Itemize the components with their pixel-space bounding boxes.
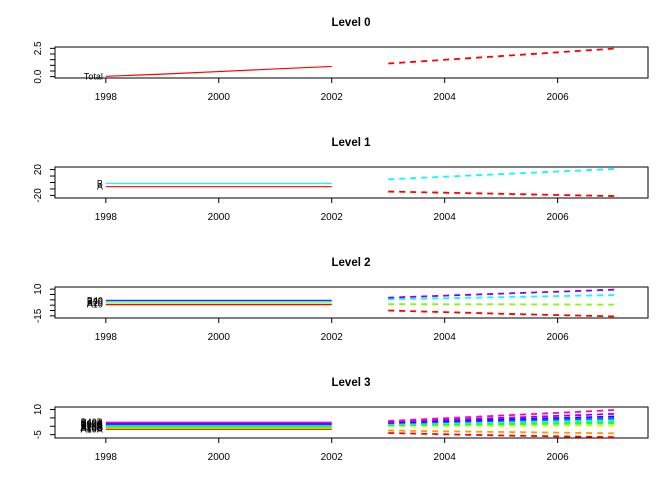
series-name-label: Total (84, 71, 103, 81)
x-tick-label: 2002 (321, 452, 344, 463)
forecast-line (388, 309, 615, 318)
series-name-label: B (97, 178, 103, 188)
series-B30: B30 (87, 294, 615, 306)
forecast-line (388, 288, 615, 299)
x-tick-label: 2006 (547, 332, 570, 343)
plot-frame (54, 166, 649, 199)
series-name-label: A (97, 182, 103, 192)
panel-title-level-2: Level 2 (332, 257, 371, 269)
panel-level-3: Level 3 1998 2000 2002 2004 2006 -5 10 A10AA10B… (33, 377, 649, 463)
y-tick-label: 20 (33, 164, 44, 176)
series-B: B (97, 168, 615, 188)
x-tick-label: 2006 (547, 452, 570, 463)
forecast-line (388, 415, 615, 424)
panel-level-0: Level 0 1998 2000 2002 2004 2006 0.0 2.5 Total (33, 17, 649, 103)
series-name-label: A20 (87, 298, 103, 308)
series-name-label: B30A (81, 420, 103, 430)
series-name-label: A20B (81, 421, 103, 431)
panel-title-level-1: Level 1 (332, 137, 372, 149)
series-name-label: A10C (80, 423, 103, 433)
series-name-label: B30B (81, 420, 103, 430)
x-tick-label: 2002 (321, 212, 344, 223)
panel-title-level-0: Level 0 (332, 17, 371, 29)
plot-area-level-3: 1998 2000 2002 2004 2006 -5 10 A10AA10BA10CA20A… (33, 404, 649, 463)
forecast-line (388, 409, 615, 422)
series-name-label: A10A (81, 424, 103, 434)
y-tick-label: 2.5 (33, 41, 44, 55)
x-tick-label: 2000 (208, 452, 231, 463)
series-name-label: A10 (87, 300, 103, 310)
plot-frame (54, 286, 649, 319)
forecast-line (388, 424, 615, 428)
series-A10: A10 (87, 300, 615, 318)
y-tick-label: 0.0 (33, 69, 44, 83)
y-tick-label: -15 (33, 308, 44, 323)
forecast-line (388, 429, 615, 435)
panel-level-1: Level 1 1998 2000 2002 2004 2006 -20 20 AB (33, 137, 649, 223)
history-line (105, 65, 332, 77)
x-tick-label: 2002 (321, 92, 344, 103)
series-B40: B40 (87, 288, 615, 305)
plot-area-level-0: 1998 2000 2002 2004 2006 0.0 2.5 Total (33, 41, 649, 103)
panel-title-level-3: Level 3 (332, 377, 371, 389)
panel-level-2: Level 2 1998 2000 2002 2004 2006 -15 10 A10A20B… (33, 257, 649, 343)
forecast-line (388, 303, 615, 306)
y-tick-label: 10 (33, 283, 44, 295)
forecast-line (388, 412, 615, 423)
series-name-label: B30 (87, 296, 103, 306)
series-A: A (97, 182, 615, 197)
series-B40A: B40A (81, 412, 615, 428)
x-tick-label: 1998 (95, 332, 118, 343)
series-A10C: A10C (80, 423, 615, 433)
series-name-label: B40 (87, 295, 103, 305)
x-tick-label: 2000 (208, 332, 231, 343)
x-tick-label: 1998 (95, 212, 118, 223)
series-A10B: A10B (81, 424, 615, 435)
x-tick-label: 1998 (95, 452, 118, 463)
x-tick-label: 2004 (434, 212, 457, 223)
forecast-line (388, 47, 615, 65)
x-tick-label: 2006 (547, 92, 570, 103)
series-Total: Total (84, 47, 615, 81)
x-tick-label: 2006 (547, 212, 570, 223)
plot-area-level-1: 1998 2000 2002 2004 2006 -20 20 AB (33, 164, 649, 223)
series-name-label: A10B (81, 424, 103, 434)
x-tick-label: 2004 (434, 92, 457, 103)
x-tick-label: 1998 (95, 92, 118, 103)
forecast-line (388, 168, 615, 181)
x-tick-label: 2004 (434, 452, 457, 463)
x-tick-label: 2000 (208, 92, 231, 103)
forecast-line (388, 190, 615, 197)
series-A10A: A10A (81, 424, 615, 439)
forecast-line (388, 432, 615, 439)
series-B40B: B40B (81, 409, 615, 427)
x-tick-label: 2004 (434, 332, 457, 343)
y-tick-label: 10 (33, 404, 44, 416)
y-tick-label: -5 (33, 430, 44, 439)
series-A20: A20 (87, 298, 615, 308)
series-name-label: A20A (81, 422, 103, 432)
series-name-label: B40A (81, 418, 103, 428)
x-tick-label: 2002 (321, 332, 344, 343)
plot-frame (54, 406, 649, 439)
y-tick-label: -20 (33, 188, 44, 203)
plot-frame (54, 46, 649, 79)
x-tick-label: 2000 (208, 212, 231, 223)
series-name-label: B40B (81, 417, 103, 427)
forecast-line (388, 294, 615, 301)
series-B30C: B30C (80, 415, 615, 429)
series-name-label: B30C (80, 419, 103, 429)
